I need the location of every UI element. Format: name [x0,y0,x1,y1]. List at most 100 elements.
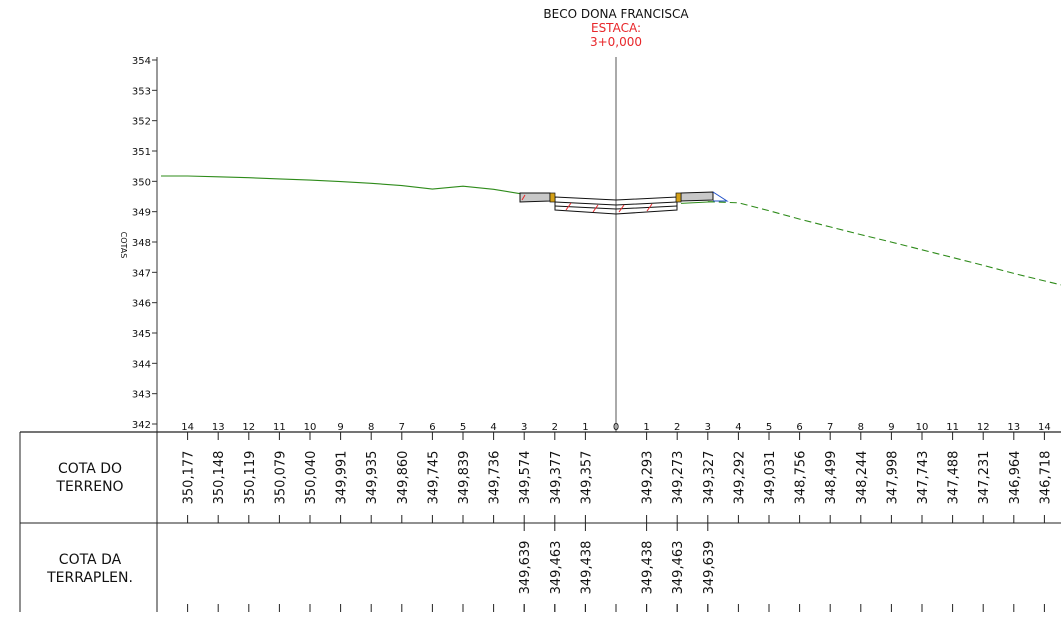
distance-label: 4 [490,422,496,433]
distance-label: 6 [796,422,802,433]
distance-label: 1 [643,422,649,433]
slope-mark [592,204,599,213]
terrain-line-tie [680,201,714,204]
distance-label: 3 [521,422,527,433]
terrain-elevation: 349,736 [488,451,503,505]
terrain-line-left [161,175,525,195]
terrain-elevation: 346,718 [1038,451,1053,505]
terrain-elevation: 349,935 [365,451,380,505]
terrain-elevations: 350,177 350,148 350,119 350,079 350,040 349,9… [182,432,1053,523]
terrain-elevation: 350,177 [182,451,197,505]
terrain-row-label: COTA DO [58,461,122,477]
terrain-elevation: 349,293 [641,451,656,505]
terrain-elevation: 349,377 [549,451,564,505]
drawing-title: BECO DONA FRANCISCA [543,7,689,21]
left-embankment [519,192,551,203]
distance-label: 14 [1038,422,1051,433]
distance-label: 13 [212,422,225,433]
slope-mark [646,203,653,212]
grading-elevation: 349,639 [702,541,717,595]
y-tick-label: 354 [132,56,151,67]
distance-label: 9 [337,422,343,433]
terrain-elevation: 349,839 [457,451,472,505]
grading-elevation: 349,438 [641,541,656,595]
distance-label: 8 [858,422,864,433]
terrain-elevation: 348,244 [855,451,870,505]
distance-label: 12 [977,422,990,433]
y-tick-label: 345 [132,329,151,340]
distance-label: 5 [766,422,772,433]
distance-label: 8 [368,422,374,433]
terrain-elevation: 349,991 [335,451,350,505]
pavement-top [554,201,678,206]
terrain-line-right [707,201,1061,286]
grading-row-label: TERRAPLEN. [46,570,133,586]
grading-elevations: 349,639 349,463 349,438 349,438 349,463 349,6… [518,523,717,612]
pavement-mid [554,205,678,210]
terrain-elevation: 349,031 [763,451,778,505]
y-tick-label: 352 [132,117,151,128]
terrain-elevation: 349,273 [671,451,686,505]
y-tick-label: 348 [132,238,151,249]
y-tick-label: 346 [132,299,151,310]
y-tick-label: 349 [132,208,151,219]
grading-elevation: 349,463 [671,541,686,595]
terrain-elevation: 350,148 [212,451,227,505]
y-tick-label: 342 [132,420,151,431]
terrain-elevation: 350,040 [304,451,319,505]
y-tick-label: 347 [132,268,151,279]
distance-label: 4 [735,422,741,433]
slope-mark [521,194,526,201]
left-shoulder [549,192,556,203]
terrain-elevation: 347,231 [977,451,992,505]
bottom-ticks [187,604,1045,612]
y-tick-label: 343 [132,390,151,401]
terrain-elevation: 348,756 [794,451,809,505]
distance-label: 9 [888,422,894,433]
slope-mark [565,202,572,211]
pavement-layers [554,196,678,215]
distance-label: 11 [946,422,959,433]
grading-elevation: 349,639 [518,541,533,595]
terrain-elevation: 347,743 [916,451,931,505]
right-shoulder [675,192,682,203]
terrain-elevation: 347,488 [947,451,962,505]
grading-elevation: 349,438 [579,541,594,595]
terrain-elevation: 349,357 [579,451,594,505]
terrain-elevation: 349,745 [426,451,441,505]
distance-label: 10 [916,422,929,433]
y-axis-title: COTAS [119,232,128,259]
distance-label: 5 [460,422,466,433]
terrain-row-label: TERRENO [55,479,123,495]
distance-label: 12 [242,422,255,433]
y-tick-labels: 354 353 352 351 350 349 348 347 346 345 344 343 342 [132,56,157,431]
distance-labels: 14 13 12 11 10 9 8 7 6 5 4 3 2 1 0 1 2 3 4 5 6 7 8 9 10 11 12 13 14 [181,422,1051,433]
terrain-profile [161,175,1061,286]
distance-label: 10 [304,422,317,433]
terrain-elevation: 349,327 [702,451,717,505]
slope-mark [618,204,625,213]
right-embankment [680,191,714,202]
distance-label: 11 [273,422,286,433]
distance-label: 13 [1007,422,1020,433]
terrain-elevation: 346,964 [1008,451,1023,505]
distance-label: 7 [827,422,833,433]
station-label: ESTACA: [591,21,641,35]
y-tick-label: 350 [132,177,151,188]
road-section [519,191,729,215]
y-tick-label: 351 [132,147,151,158]
distance-label: 1 [582,422,588,433]
terrain-elevation: 348,499 [824,451,839,505]
terrain-elevation: 349,574 [518,451,533,505]
distance-label: 6 [429,422,435,433]
distance-label: 3 [705,422,711,433]
terrain-elevation: 349,292 [732,451,747,505]
distance-label: 2 [552,422,558,433]
terrain-elevation: 350,079 [273,451,288,505]
station-value: 3+0,000 [590,35,642,49]
y-tick-label: 344 [132,359,151,370]
terrain-elevation: 349,860 [396,451,411,505]
grading-row-label: COTA DA [59,552,122,568]
y-tick-label: 353 [132,86,151,97]
